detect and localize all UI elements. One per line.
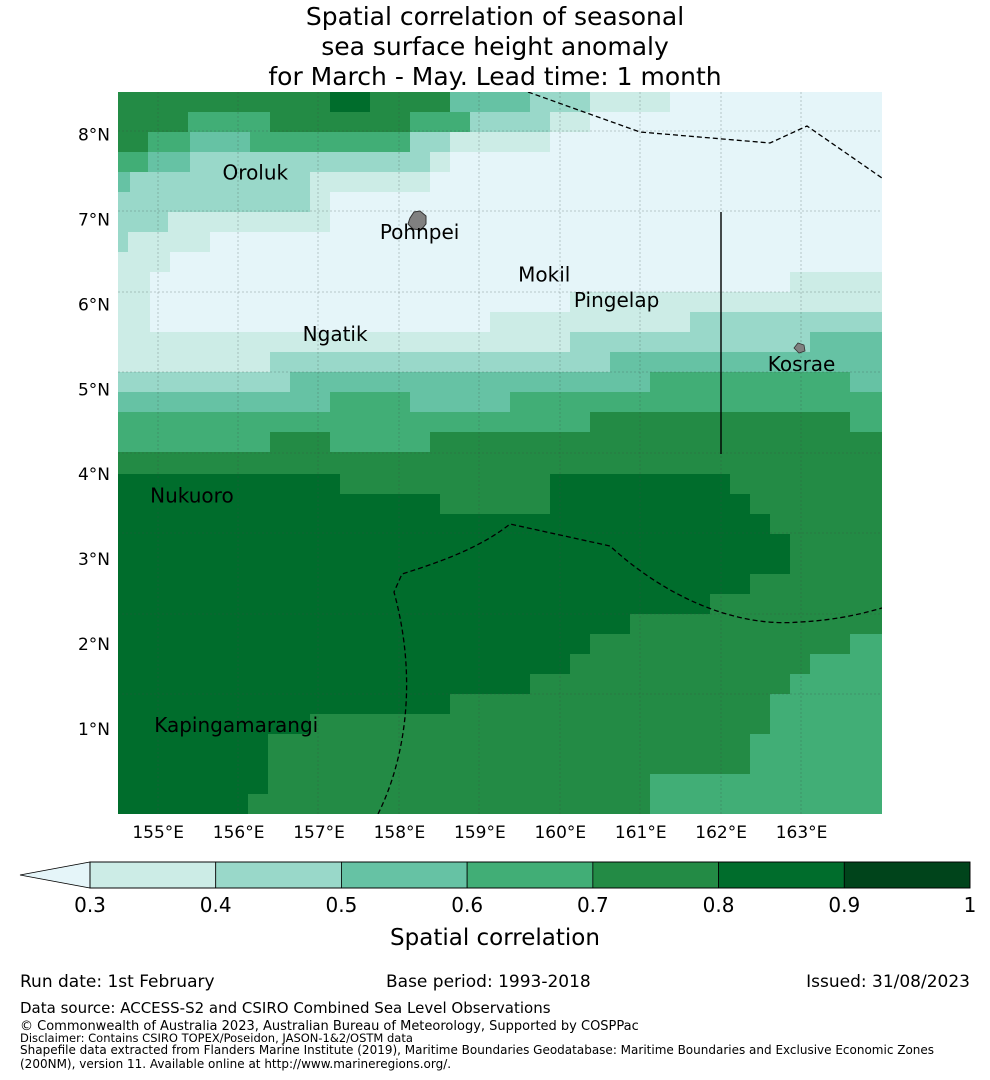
place-label: Pingelap [574, 288, 659, 312]
disclaimer: Disclaimer: Contains CSIRO TOPEX/Poseido… [20, 1031, 413, 1045]
place-label: Nukuoro [150, 483, 234, 507]
lat-tick-label: 8°N [78, 125, 110, 145]
colorbar-tick-label: 0.7 [577, 893, 609, 917]
graticule [118, 92, 882, 814]
place-label: Pohnpei [380, 220, 460, 244]
lat-tick-label: 1°N [78, 720, 110, 740]
colorbar-segment [215, 861, 342, 889]
colorbar-segment [341, 861, 468, 889]
colorbar-segment [592, 861, 719, 889]
run-date: Run date: 1st February [20, 972, 215, 992]
lat-tick-label: 5°N [78, 380, 110, 400]
place-label: Oroluk [223, 161, 289, 185]
data-source: Data source: ACCESS-S2 and CSIRO Combine… [20, 999, 551, 1017]
colorbar-segment [843, 861, 971, 889]
lon-tick-label: 155°E [132, 823, 184, 843]
colorbar-tick-label: 0.8 [703, 893, 735, 917]
lon-tick-label: 160°E [534, 823, 586, 843]
lon-tick-label: 156°E [213, 823, 265, 843]
latitude-ticks: 1°N 2°N 3°N 4°N 5°N 6°N 7°N 8°N [78, 125, 110, 740]
lat-tick-label: 2°N [78, 635, 110, 655]
longitude-ticks: 155°E 156°E 157°E 158°E 159°E 160°E 161°E 162°E… [132, 823, 827, 843]
lon-tick-label: 161°E [615, 823, 667, 843]
place-label: Kosrae [768, 352, 836, 376]
lon-tick-label: 158°E [374, 823, 426, 843]
title-line-3: for March - May. Lead time: 1 month [268, 62, 722, 91]
lon-tick-label: 163°E [776, 823, 828, 843]
colorbar-tick-label: 1 [964, 893, 977, 917]
colorbar-segment [718, 861, 845, 889]
colorbar-tick-label: 0.3 [74, 893, 106, 917]
issued-date: Issued: 31/08/2023 [806, 972, 970, 992]
copyright: © Commonwealth of Australia 2023, Austra… [20, 1019, 639, 1034]
lon-tick-label: 162°E [695, 823, 747, 843]
colorbar-extend-arrow [19, 861, 91, 889]
lat-tick-label: 7°N [78, 210, 110, 230]
colorbar-tick-label: 0.5 [326, 893, 358, 917]
place-label: Mokil [518, 263, 570, 287]
pohnpei-island [407, 210, 427, 231]
place-label: Kapingamarangi [154, 713, 318, 737]
kosrae-island [793, 342, 806, 354]
colorbar-tick-label: 0.9 [828, 893, 860, 917]
place-label: Ngatik [303, 322, 368, 346]
colorbar: 0.3 0.4 0.5 0.6 0.7 0.8 0.9 1 [19, 861, 977, 917]
lon-tick-label: 159°E [454, 823, 506, 843]
lon-tick-label: 157°E [293, 823, 345, 843]
base-period: Base period: 1993-2018 [386, 972, 591, 992]
colorbar-segment [89, 861, 217, 889]
shapefile-credit-1: Shapefile data extracted from Flanders M… [20, 1043, 935, 1057]
lat-tick-label: 3°N [78, 550, 110, 570]
colorbar-tick-label: 0.6 [451, 893, 483, 917]
title-line-1: Spatial correlation of seasonal [305, 2, 685, 31]
lat-tick-label: 6°N [78, 295, 110, 315]
colorbar-label: Spatial correlation [390, 925, 600, 951]
lat-tick-label: 4°N [78, 465, 110, 485]
title-line-2: sea surface height anomaly [321, 32, 669, 61]
eez-boundaries [377, 92, 882, 814]
colorbar-tick-label: 0.4 [200, 893, 232, 917]
band-0-9 [118, 92, 790, 814]
chart-title: Spatial correlation of seasonal sea surf… [0, 2, 990, 92]
shapefile-credit-2: (200NM), version 11. Available online at… [20, 1057, 452, 1071]
colorbar-segment [466, 861, 594, 889]
